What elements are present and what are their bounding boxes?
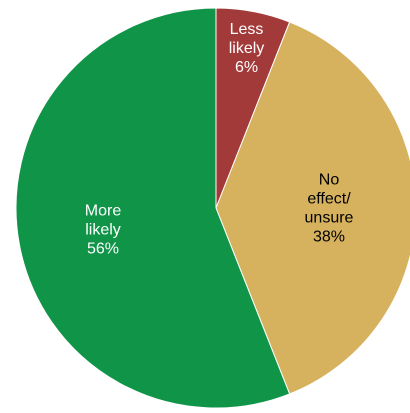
slice-category-label: effect/ — [307, 191, 351, 208]
slice-category-label: unsure — [305, 210, 354, 227]
slice-category-label: Less — [230, 21, 264, 38]
pie-slices — [15, 7, 410, 409]
pie-slice — [215, 21, 410, 395]
slice-category-label: likely — [229, 40, 265, 57]
slice-category-label: More — [85, 203, 122, 220]
slice-label: No effect/unsure 38% — [305, 172, 354, 246]
slice-label: More likely 56% — [85, 203, 122, 258]
slice-value-label: 6% — [235, 59, 258, 76]
pie-slice — [15, 7, 291, 409]
slice-value-label: 56% — [87, 241, 119, 258]
slice-label: Less likely 6% — [229, 21, 265, 76]
pie-labels: Less likely 6% No effect/unsure 38% More likely… — [85, 21, 354, 258]
slice-category-label: likely — [85, 222, 121, 239]
slice-category-label: No — [319, 172, 340, 189]
slice-value-label: 38% — [313, 229, 345, 246]
